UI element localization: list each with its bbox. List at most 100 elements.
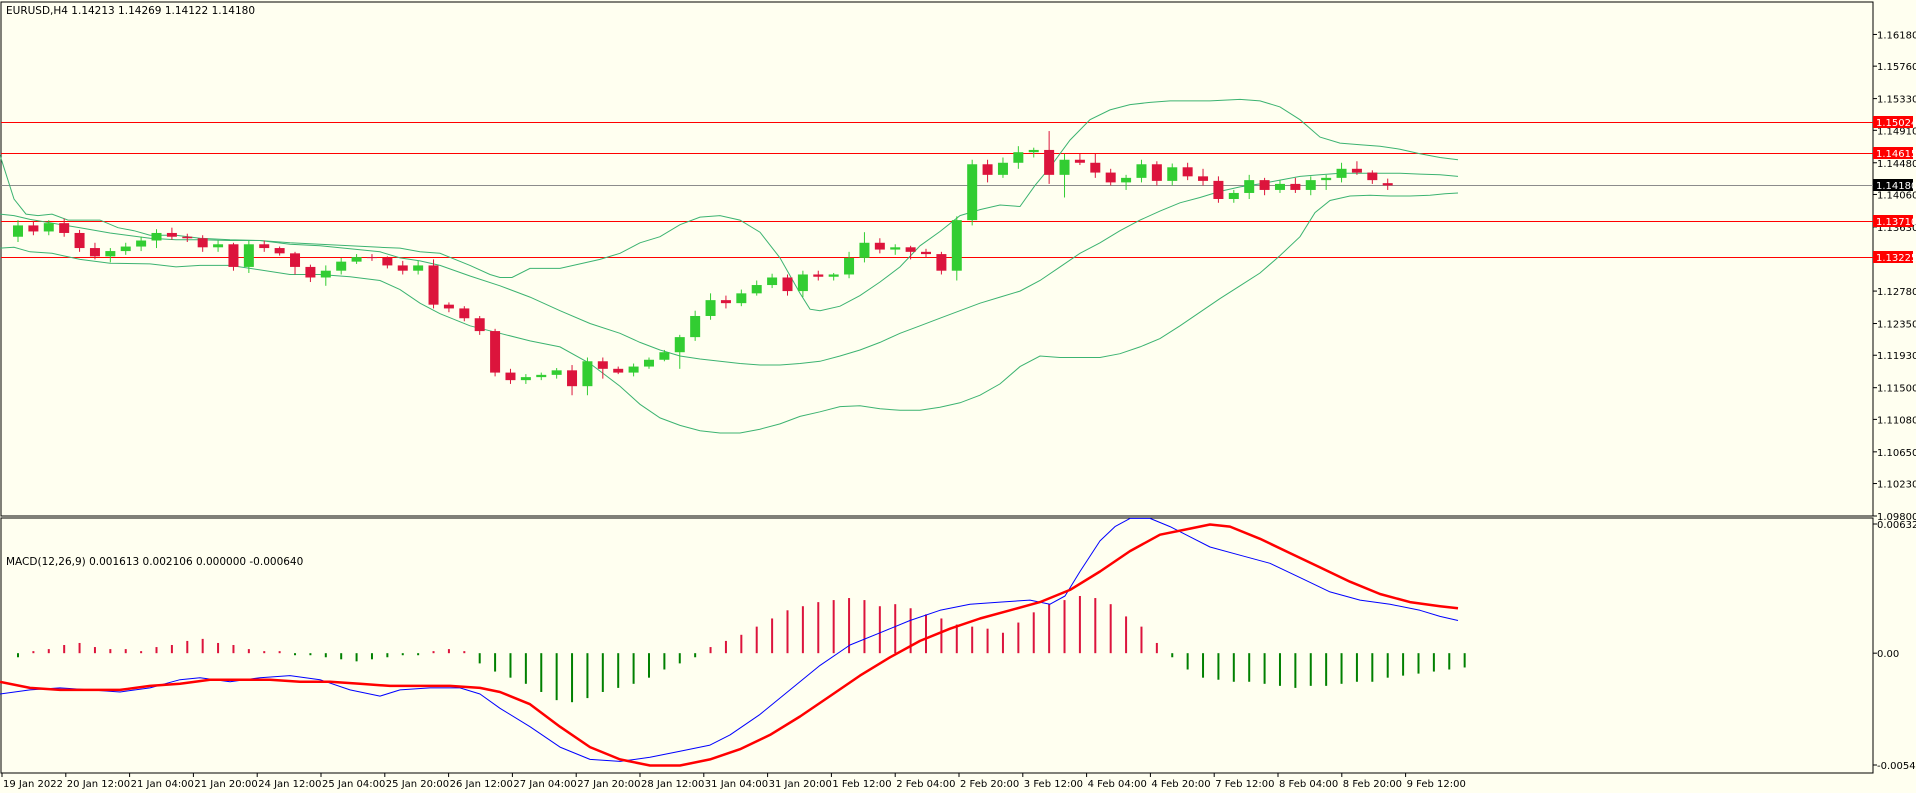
chart-frame: [0, 1, 1874, 774]
bull-candle: [797, 274, 808, 292]
bull-candle: [213, 244, 224, 248]
bear-candle: [228, 244, 239, 267]
bear-candle: [366, 257, 377, 259]
bear-candle: [305, 266, 316, 278]
price-label: 1.14615: [1876, 149, 1916, 160]
bear-candle: [1382, 183, 1393, 186]
bull-candle: [1321, 177, 1332, 181]
price-tick-label: 1.11930: [1877, 351, 1916, 362]
price-tick-label: 1.11080: [1877, 415, 1916, 426]
bollinger-upper-band: [0, 98, 1459, 312]
time-tick-label: 28 Jan 12:00: [641, 779, 704, 790]
time-tick-label: 8 Feb 04:00: [1279, 779, 1338, 790]
bear-candle: [1367, 172, 1378, 181]
price-label-box: [1873, 251, 1913, 263]
time-tick-label: 2 Feb 04:00: [896, 779, 955, 790]
bull-candle: [859, 242, 870, 258]
time-tick-label: 19 Jan 2022: [3, 779, 63, 790]
price-tick-label: 1.15760: [1877, 62, 1916, 73]
bull-candle: [674, 337, 685, 353]
macd-layer: [0, 517, 1466, 767]
bear-candle: [1182, 167, 1193, 177]
price-tick-label: 1.10650: [1877, 448, 1916, 459]
time-tick-label: 27 Jan 04:00: [513, 779, 576, 790]
bull-candle: [151, 232, 162, 241]
bear-candle: [1290, 183, 1301, 190]
price-tick-label: 1.11500: [1877, 384, 1916, 395]
bull-candle: [628, 366, 639, 373]
bull-candle: [1028, 149, 1039, 153]
bull-candle: [536, 374, 547, 378]
bear-candle: [1105, 172, 1116, 183]
bull-candle: [13, 225, 23, 237]
macd-tick-label: 0.00: [1877, 649, 1899, 660]
bear-candle: [182, 236, 193, 239]
time-tick-label: 26 Jan 12:00: [450, 779, 513, 790]
time-tick-label: 4 Feb 20:00: [1151, 779, 1210, 790]
bear-candle: [428, 265, 439, 305]
bull-candle: [120, 246, 131, 252]
price-label-box: [1873, 215, 1913, 227]
bear-candle: [905, 247, 916, 252]
bull-candle: [551, 370, 562, 375]
bear-candle: [443, 304, 454, 309]
time-tick-label: 31 Jan 04:00: [705, 779, 768, 790]
bull-candle: [336, 261, 347, 271]
bear-candle: [59, 223, 70, 233]
bull-candle: [890, 247, 901, 250]
bear-candle: [936, 254, 947, 271]
bull-candle: [105, 251, 116, 257]
bear-candle: [1351, 168, 1362, 173]
bull-candle: [582, 361, 593, 387]
time-tick-label: 8 Feb 20:00: [1343, 779, 1402, 790]
price-tick-label: 1.16180: [1877, 30, 1916, 41]
axis-layer: 1.16180 1.15760 1.15330 1.14910 1.14480 1.140…: [1, 30, 1916, 790]
price-tick-label: 1.12780: [1877, 287, 1916, 298]
bull-candle: [1244, 180, 1255, 193]
bear-candle: [89, 248, 100, 257]
bull-candle: [997, 162, 1008, 175]
bull-candle: [1121, 177, 1132, 183]
price-tick-label: 1.12350: [1877, 320, 1916, 331]
time-tick-label: 3 Feb 12:00: [1024, 779, 1083, 790]
bollinger-lower-band: [0, 192, 1459, 434]
bear-candle: [197, 238, 208, 248]
bull-candle: [751, 285, 762, 294]
macd-chart-border: [0, 517, 1874, 774]
macd-main-line: [0, 517, 1459, 762]
macd-tick-label: 0.006326: [1877, 520, 1916, 531]
bear-candle: [1259, 180, 1270, 190]
bear-candle: [921, 251, 932, 255]
bear-candle: [259, 244, 270, 249]
bull-candle: [1013, 152, 1024, 163]
bear-candle: [505, 372, 516, 381]
bear-candle: [1044, 149, 1055, 175]
bear-candle: [28, 225, 39, 232]
bear-candle: [1198, 176, 1209, 181]
macd-header: MACD(12,26,9) 0.001613 0.002106 0.000000…: [6, 556, 303, 568]
price-tick-label: 1.14060: [1877, 190, 1916, 201]
bear-candle: [597, 361, 608, 369]
bear-candle: [166, 232, 177, 237]
bull-candle: [844, 257, 855, 275]
price-tick-label: 1.14910: [1877, 126, 1916, 137]
bollinger-middle-band: [0, 172, 1459, 366]
bull-candle: [413, 265, 424, 271]
time-tick-label: 24 Jan 12:00: [258, 779, 321, 790]
bear-candle: [782, 277, 793, 292]
bear-candle: [813, 274, 824, 277]
price-label: 1.15024: [1876, 118, 1916, 129]
main-chart-header: EURUSD,H4 1.14213 1.14269 1.14122 1.1418…: [6, 5, 255, 17]
macd-signal-line: [0, 523, 1459, 767]
price-tick-label: 1.10230: [1877, 480, 1916, 491]
price-tick-label: 1.13630: [1877, 223, 1916, 234]
bull-candle: [767, 277, 778, 286]
price-label: 1.13710: [1876, 217, 1916, 228]
bear-candle: [1090, 162, 1101, 173]
bull-candle: [1136, 164, 1147, 178]
time-tick-label: 4 Feb 04:00: [1088, 779, 1147, 790]
bull-candle: [351, 257, 362, 262]
current-price-label: 1.14180: [1876, 181, 1916, 192]
